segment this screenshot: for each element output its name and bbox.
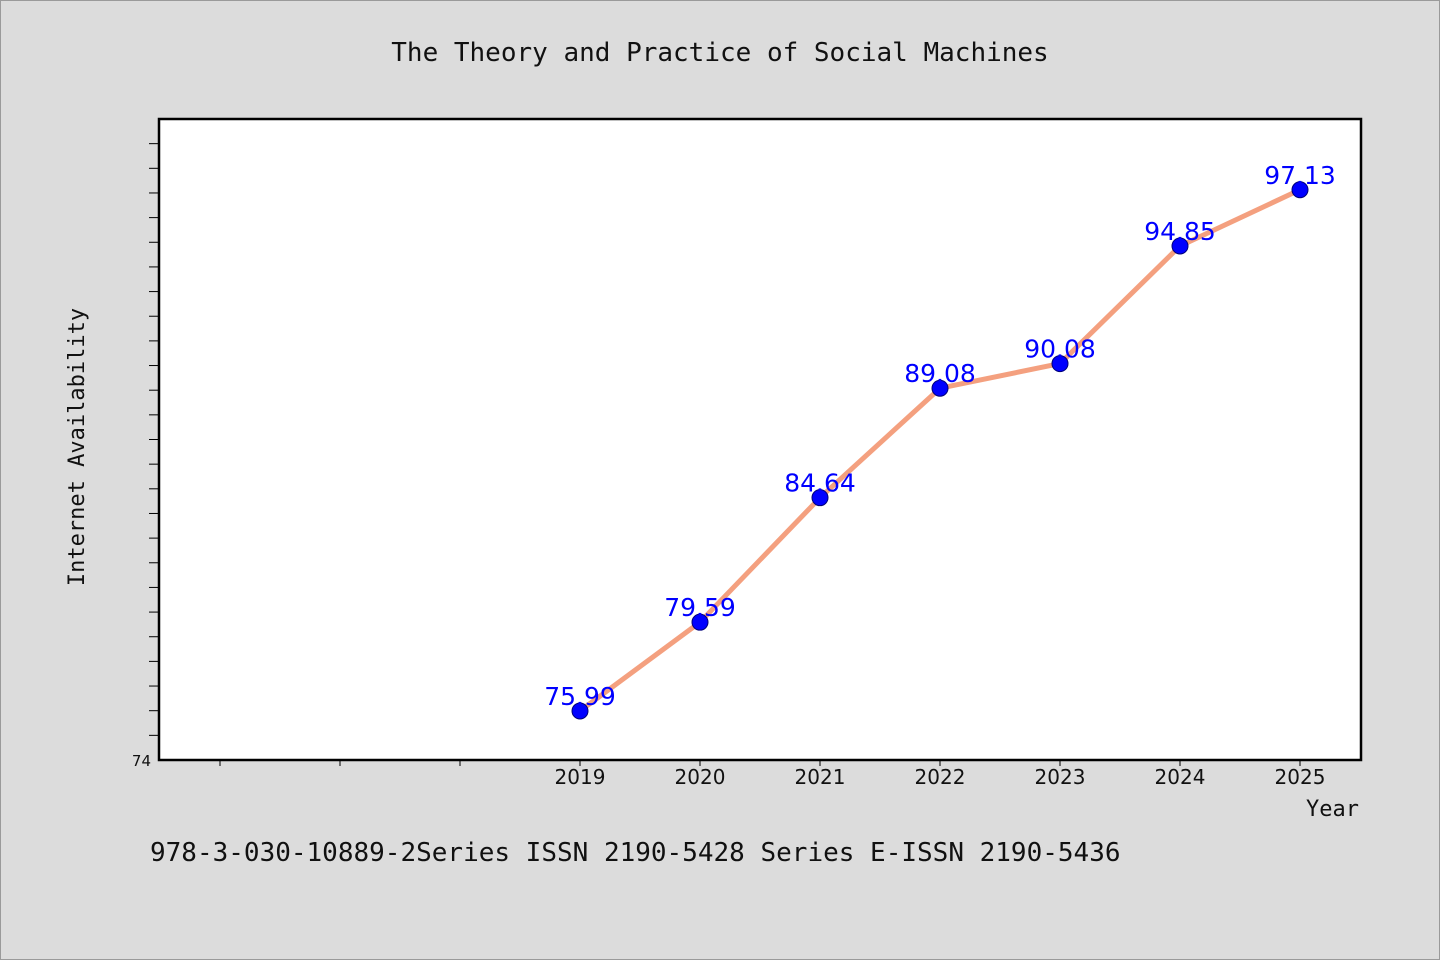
data-point [811,489,829,507]
data-point [1291,181,1309,199]
chart-title: The Theory and Practice of Social Machin… [391,38,1048,68]
data-label: 79.59 [664,593,736,622]
x-tick-label: 2023 [1035,765,1086,789]
x-tick-label: 2021 [795,765,846,789]
x-axis-label: Year [1306,797,1359,822]
data-label: 97.13 [1264,161,1336,190]
plot-area [157,117,1363,762]
data-point [691,613,709,631]
series-layer: 75.99 79.59 84.64 89.08 90.08 94.85 97.13 [544,161,1336,720]
data-point [1051,355,1069,373]
x-tick-label: 2020 [675,765,726,789]
x-tick-label: 2025 [1275,765,1326,789]
y-tick-label: 74 [132,752,151,770]
data-point [931,379,949,397]
footer-text: 978-3-030-10889-2Series ISSN 2190-5428 S… [150,838,1121,868]
y-axis-ticks: 74 [132,143,159,770]
data-label: 90.08 [1024,335,1096,364]
data-label: 94.85 [1144,217,1216,246]
y-axis-label: Internet Availability [65,308,90,586]
data-label: 89.08 [904,359,976,388]
data-point [1171,237,1189,255]
data-point [571,702,589,720]
x-tick-label: 2024 [1155,765,1206,789]
data-label: 84.64 [784,469,856,498]
x-axis-ticks: 2019 2020 2021 2022 2023 2024 2025 [219,760,1326,789]
x-tick-label: 2022 [915,765,966,789]
data-label: 75.99 [544,682,616,711]
x-tick-label: 2019 [555,765,606,789]
